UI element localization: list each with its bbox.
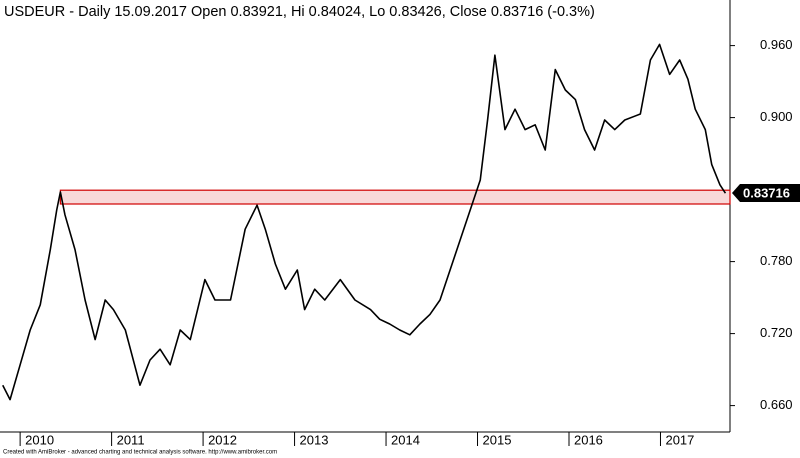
x-tick-label: 2010 — [25, 432, 54, 447]
y-tick-label: 0.720 — [760, 325, 793, 340]
y-tick-label: 0.960 — [760, 37, 793, 52]
footer: Created with AmiBroker - advanced charti… — [3, 450, 277, 456]
x-tick-label: 2012 — [208, 432, 237, 447]
x-tick-label: 2014 — [391, 432, 420, 447]
chart-title: USDEUR - Daily 15.09.2017 Open 0.83921, … — [4, 4, 595, 20]
x-tick-label: 2017 — [665, 432, 694, 447]
last-value-label: 0.83716 — [743, 185, 790, 200]
price-line — [2, 43, 727, 401]
x-tick-label: 2015 — [483, 432, 512, 447]
x-tick-label: 2016 — [574, 432, 603, 447]
y-tick-label: 0.780 — [760, 253, 793, 268]
support-zone — [59, 189, 731, 205]
last-value-box — [732, 184, 800, 203]
x-tick-label: 2013 — [300, 432, 329, 447]
x-tick-label: 2011 — [117, 432, 145, 447]
y-tick-label: 0.660 — [760, 397, 793, 412]
y-tick-label: 0.900 — [760, 109, 793, 124]
